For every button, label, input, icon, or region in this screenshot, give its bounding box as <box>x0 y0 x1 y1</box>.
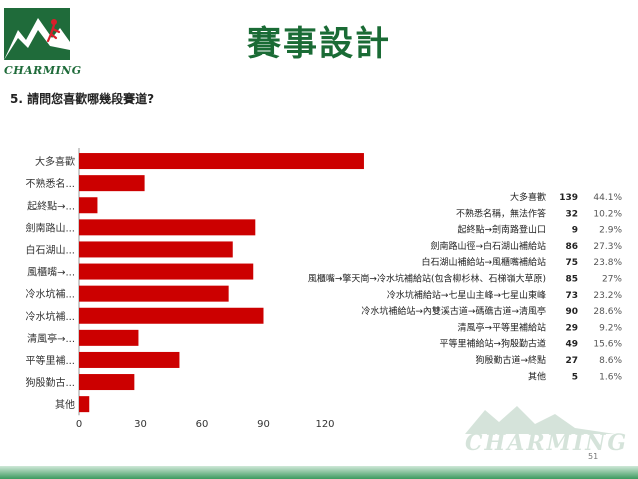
table-label: 其他 <box>528 370 546 382</box>
table-count: 86 <box>565 242 578 252</box>
table-label: 大多喜歡 <box>510 191 546 203</box>
x-tick-label: 120 <box>315 419 334 430</box>
y-tick-label: 白石湖山... <box>25 243 75 256</box>
question-text: 5. 請問您喜歡哪幾段賽道? <box>10 92 155 106</box>
y-tick-label: 清風亭→... <box>27 332 75 345</box>
table-label: 風櫃嘴→擎天崗→冷水坑補給站(包含柳杉林、石梯嶺大草原) <box>308 273 546 285</box>
table-count: 27 <box>565 356 578 366</box>
table-percent: 15.6% <box>593 340 622 350</box>
table-label: 起終點→劍南路登山口 <box>457 224 546 236</box>
bar <box>79 241 233 258</box>
y-tick-label: 平等里補... <box>25 354 75 367</box>
table-count: 75 <box>565 258 578 268</box>
table-label: 白石湖山補給站→風櫃嘴補給站 <box>421 256 546 268</box>
x-tick-label: 90 <box>257 419 270 430</box>
bar <box>79 396 90 413</box>
x-tick-label: 0 <box>76 419 82 430</box>
table-percent: 10.2% <box>593 209 622 219</box>
table-label: 狗殷勤古道→終點 <box>475 354 546 366</box>
table-percent: 23.8% <box>593 258 622 268</box>
charming-watermark: CHARMING <box>465 404 626 464</box>
y-tick-label: 不熟悉名... <box>25 177 75 190</box>
logo-text: CHARMING <box>4 64 82 77</box>
bar <box>79 153 364 170</box>
bar <box>79 329 139 346</box>
page-title: 賽事設計 <box>247 24 391 64</box>
y-tick-label: 起終點→... <box>27 199 75 212</box>
table-percent: 1.6% <box>599 372 622 382</box>
y-tick-label: 其他 <box>55 398 75 411</box>
table-percent: 27% <box>602 275 622 285</box>
table-count: 73 <box>565 291 578 301</box>
table-label: 冷水坑補給站→內雙溪古道→碼礁古道→清風亭 <box>361 305 546 317</box>
watermark-text: CHARMING <box>465 430 629 456</box>
page-number: 51 <box>588 452 599 461</box>
table-label: 不熟悉名稱，無法作答 <box>456 207 546 219</box>
table-label: 冷水坑補給站→七星山主峰→七星山東峰 <box>387 289 546 301</box>
mountain-watermark-icon <box>465 406 615 434</box>
table-count: 9 <box>572 226 578 236</box>
table-percent: 28.6% <box>593 307 622 317</box>
table-count: 29 <box>565 323 578 333</box>
table-percent: 9.2% <box>599 323 622 333</box>
footer-bar <box>0 466 638 479</box>
bar <box>79 263 254 280</box>
table-label: 平等里補給站→狗殷勤古道 <box>439 338 546 350</box>
y-tick-label: 冷水坑補... <box>25 310 75 323</box>
table-count: 85 <box>565 275 578 285</box>
bar <box>79 351 180 368</box>
bar <box>79 374 135 391</box>
table-percent: 8.6% <box>599 356 622 366</box>
table-count: 5 <box>572 372 578 382</box>
x-tick-label: 30 <box>134 419 147 430</box>
y-tick-label: 冷水坑補... <box>25 288 75 301</box>
table-percent: 2.9% <box>599 226 622 236</box>
bar <box>79 285 229 302</box>
table-count: 32 <box>565 209 578 219</box>
table-percent: 23.2% <box>593 291 622 301</box>
table-count: 49 <box>565 340 578 350</box>
bar <box>79 219 256 236</box>
y-tick-label: 劍南路山... <box>25 221 75 234</box>
table-count: 139 <box>559 193 578 203</box>
x-tick-label: 60 <box>196 419 209 430</box>
table-percent: 27.3% <box>593 242 622 252</box>
table-percent: 44.1% <box>593 193 622 203</box>
table-count: 90 <box>565 307 578 317</box>
y-tick-label: 狗殷勤古... <box>25 376 75 389</box>
bar <box>79 197 98 214</box>
bar <box>79 175 145 192</box>
bar <box>79 307 264 324</box>
table-label: 劍南路山徑→白石湖山補給站 <box>430 240 546 252</box>
y-tick-label: 大多喜歡 <box>35 155 75 168</box>
table-label: 清風亭→平等里補給站 <box>457 321 546 333</box>
y-tick-label: 風櫃嘴→... <box>27 266 75 279</box>
bar-chart: 大多喜歡不熟悉名...起終點→...劍南路山...白石湖山...風櫃嘴→...冷… <box>25 148 622 430</box>
charming-logo: CHARMING <box>4 8 81 77</box>
mountain-runner-icon <box>4 8 70 60</box>
